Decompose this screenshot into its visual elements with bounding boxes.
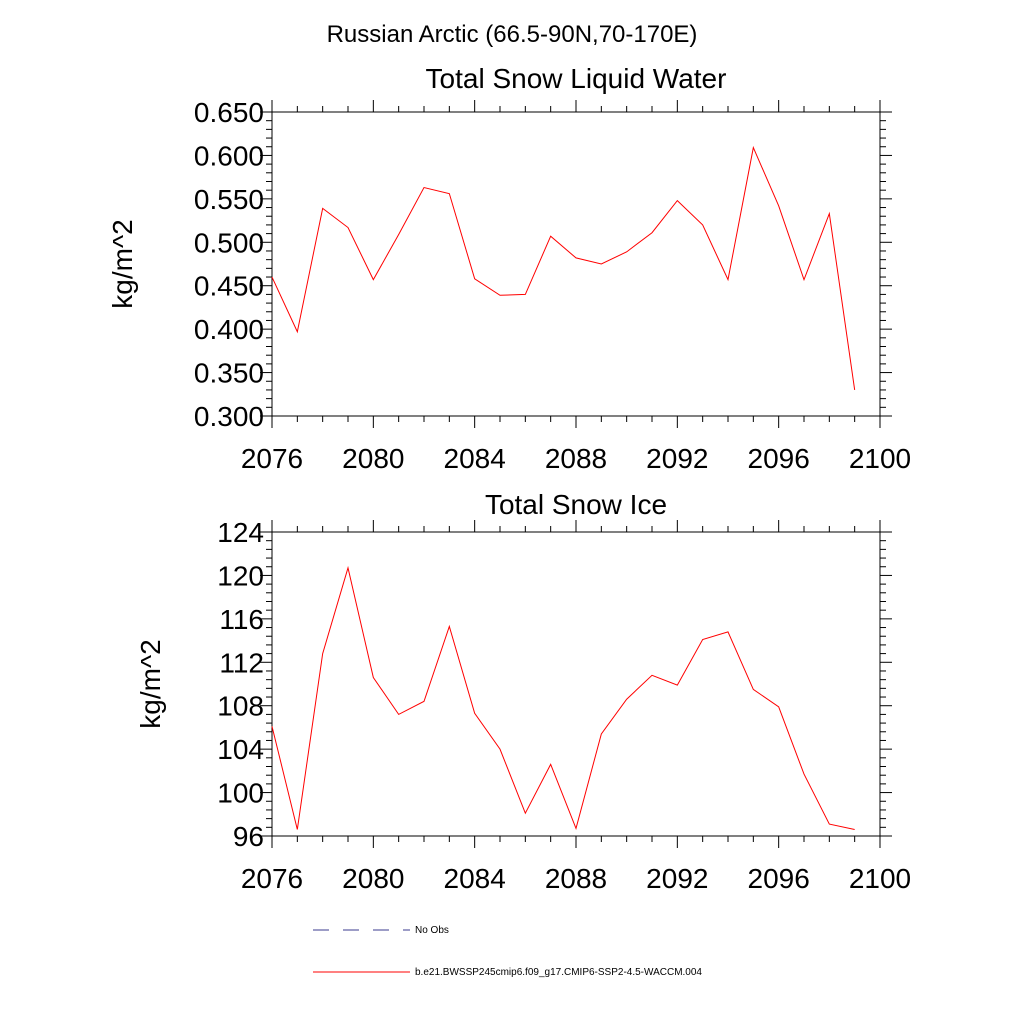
panel-title: Total Snow Liquid Water	[426, 63, 727, 94]
y-tick-label: 96	[233, 821, 264, 852]
panel-snow-liquid-water: Total Snow Liquid Water kg/m^2 2076 2080 2…	[107, 63, 911, 474]
axis-ticks: 2076 2080 2084 2088 2092 2096 2100 96 100 104 108 1…	[217, 517, 911, 894]
x-tick-label: 2100	[849, 863, 911, 894]
y-tick-label: 112	[219, 647, 264, 678]
series-line	[271, 145, 856, 391]
y-axis-label: kg/m^2	[135, 639, 166, 728]
x-tick-label: 2080	[342, 863, 404, 894]
series-group	[271, 565, 855, 830]
panel-snow-ice: Total Snow Ice kg/m^2 2076 2080 2084 2088 20…	[135, 489, 911, 894]
x-tick-label: 2092	[646, 863, 708, 894]
y-tick-label: 0.600	[194, 140, 264, 171]
x-tick-label: 2088	[545, 443, 607, 474]
y-tick-label: 124	[217, 517, 264, 548]
axis-ticks: 2076 2080 2084 2088 2092 2096 2100 0.300 0.350 0.…	[194, 97, 911, 474]
y-tick-label: 100	[217, 778, 264, 809]
figure-title: Russian Arctic (66.5-90N,70-170E)	[327, 21, 698, 48]
legend-label: b.e21.BWSSP245cmip6.f09_g17.CMIP6-SSP2-4…	[415, 967, 702, 978]
series-group	[271, 145, 856, 391]
plot-frame	[271, 531, 881, 837]
y-tick-label: 120	[217, 560, 264, 591]
y-tick-label: 116	[219, 604, 264, 635]
x-tick-label: 2076	[241, 863, 303, 894]
x-tick-label: 2076	[241, 443, 303, 474]
y-tick-label: 0.650	[194, 97, 264, 128]
legend-item-no-obs: No Obs	[313, 925, 449, 936]
series-line	[271, 565, 855, 830]
y-tick-label: 108	[217, 691, 264, 722]
legend-label: No Obs	[415, 925, 449, 936]
x-tick-label: 2092	[646, 443, 708, 474]
panel-title: Total Snow Ice	[485, 489, 667, 520]
y-axis-label: kg/m^2	[107, 219, 138, 308]
y-tick-label: 0.300	[194, 401, 264, 432]
x-tick-label: 2084	[444, 443, 506, 474]
plot-frame	[271, 111, 881, 417]
legend: No Obs b.e21.BWSSP245cmip6.f09_g17.CMIP6…	[313, 925, 702, 978]
x-tick-label: 2080	[342, 443, 404, 474]
y-tick-label: 0.450	[194, 271, 264, 302]
x-tick-label: 2084	[444, 863, 506, 894]
y-tick-label: 0.500	[194, 227, 264, 258]
x-tick-label: 2100	[849, 443, 911, 474]
y-tick-label: 0.400	[194, 314, 264, 345]
x-tick-label: 2088	[545, 863, 607, 894]
x-tick-label: 2096	[748, 863, 810, 894]
legend-item-model-run: b.e21.BWSSP245cmip6.f09_g17.CMIP6-SSP2-4…	[313, 967, 702, 978]
y-tick-label: 104	[217, 734, 264, 765]
y-tick-label: 0.550	[194, 184, 264, 215]
y-tick-label: 0.350	[194, 358, 264, 389]
x-tick-label: 2096	[748, 443, 810, 474]
